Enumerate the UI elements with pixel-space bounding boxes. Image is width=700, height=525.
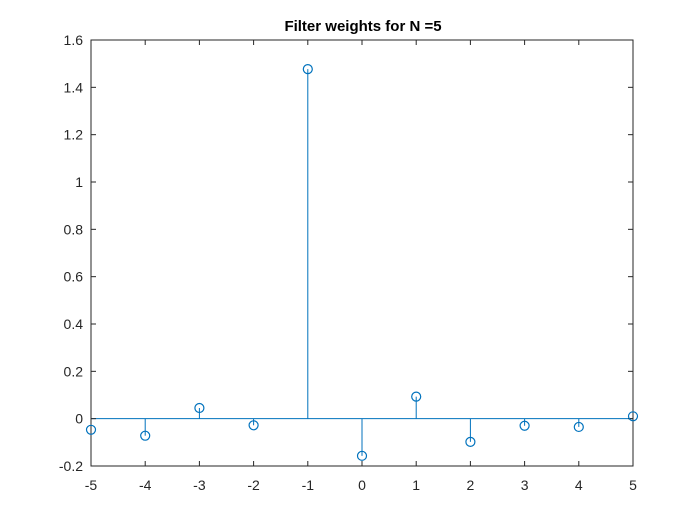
y-tick-label: 0.6 bbox=[64, 269, 84, 285]
x-tick-label: 0 bbox=[358, 477, 366, 493]
x-tick-label: -3 bbox=[193, 477, 206, 493]
x-tick-label: 2 bbox=[467, 477, 475, 493]
stem-marker bbox=[302, 64, 313, 75]
y-tick-label: -0.2 bbox=[59, 458, 83, 474]
axes-layer bbox=[90, 39, 634, 467]
ticks-layer: -5 -4 -3 -2 -1 0 1 2 3 4 5 -0.2 0 0.2 0.4 0.6 0.8 1 1.2 1.4… bbox=[59, 32, 637, 493]
stem-marker bbox=[519, 420, 530, 431]
stem-marker bbox=[248, 420, 259, 431]
stems-layer bbox=[90, 69, 634, 456]
x-tick-label: -1 bbox=[302, 477, 315, 493]
y-tick-label: 1 bbox=[75, 174, 83, 190]
x-tick-label: -2 bbox=[247, 477, 260, 493]
y-tick-label: 0.4 bbox=[64, 316, 84, 332]
stem-marker bbox=[85, 424, 97, 435]
stem-marker bbox=[627, 411, 639, 422]
y-tick-label: 1.2 bbox=[64, 127, 84, 143]
chart-title: Filter weights for N =5 bbox=[284, 18, 441, 35]
stem-marker bbox=[140, 430, 151, 441]
y-tick-label: 0.8 bbox=[64, 221, 84, 237]
stem-marker bbox=[411, 391, 422, 402]
y-tick-label: 1.6 bbox=[64, 32, 84, 48]
x-tick-label: -4 bbox=[139, 477, 152, 493]
y-tick-label: 0.2 bbox=[64, 363, 84, 379]
markers-layer bbox=[85, 64, 639, 461]
x-tick-label: 4 bbox=[575, 477, 583, 493]
stem-marker bbox=[573, 421, 584, 433]
stem-marker bbox=[194, 402, 205, 414]
x-tick-label: 5 bbox=[629, 477, 637, 493]
stem-marker bbox=[465, 436, 476, 447]
x-tick-label: 3 bbox=[521, 477, 529, 493]
x-tick-label: 1 bbox=[412, 477, 420, 493]
x-tick-label: -5 bbox=[85, 477, 98, 493]
y-tick-label: 0 bbox=[75, 411, 83, 427]
stem-marker bbox=[356, 450, 368, 461]
y-tick-label: 1.4 bbox=[64, 79, 84, 95]
plot-box bbox=[90, 39, 634, 467]
